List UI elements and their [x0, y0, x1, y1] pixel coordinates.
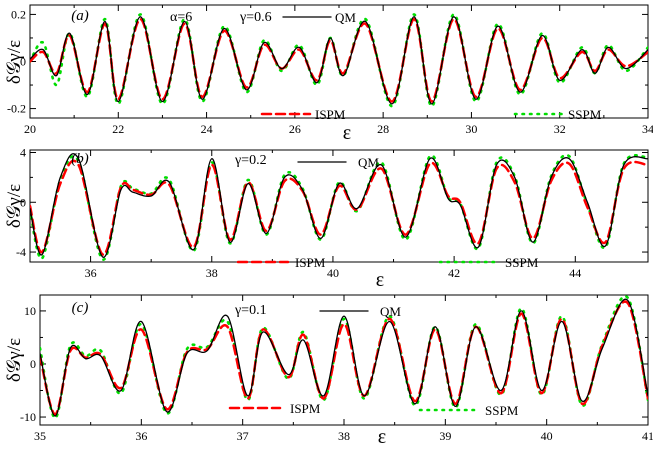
panel-label: (a) — [71, 8, 89, 24]
panel-1: 20 22 24 26 28 30 32 34 -0.2 0 0.2 QM ISPM SSPM α=6 γ=0… — [4, 4, 653, 144]
x-tick-label: 38 — [206, 266, 218, 280]
panel-3: 35 36 37 38 39 40 41 -10 0 10 QM ISPM SSPM γ=0.1 (c) ε δ… — [4, 294, 653, 448]
legend-label-sspm: SSPM — [568, 107, 602, 122]
panel-label: (b) — [71, 151, 89, 167]
y-tick-label: -10 — [20, 410, 36, 424]
x-tick-label: 42 — [448, 266, 460, 280]
y-axis-label: δ𝒢γ/ε — [4, 40, 25, 84]
x-tick-label: 32 — [554, 122, 566, 136]
x-tick-label: 35 — [34, 429, 46, 443]
x-axis-label: ε — [376, 269, 384, 291]
legend-label-qm: QM — [380, 304, 401, 319]
y-tick-label: 0 — [20, 195, 26, 209]
legend-label-qm: QM — [358, 155, 379, 170]
x-tick-label: 24 — [201, 122, 213, 136]
y-tick-label: -4 — [16, 245, 26, 259]
annotation: α=6 — [170, 10, 192, 25]
series-line-sspm — [30, 153, 648, 261]
annotation: γ=0.1 — [234, 303, 267, 318]
panel-2: 36 38 40 42 44 -4 0 4 QM ISPM SSPM γ=0.2 (b) ε δ𝒢γ/ε — [4, 145, 649, 291]
x-tick-label: 36 — [135, 429, 147, 443]
x-tick-label: 41 — [642, 429, 653, 443]
y-tick-label: 0.2 — [11, 7, 26, 21]
y-axis-label: δ𝒢γ/ε — [4, 184, 25, 228]
series-line-qm — [30, 153, 648, 258]
x-tick-label: 38 — [338, 429, 350, 443]
x-tick-label: 36 — [85, 266, 97, 280]
x-axis-label: ε — [343, 122, 351, 144]
x-tick-label: 26 — [289, 122, 301, 136]
legend-label-qm: QM — [335, 10, 356, 25]
x-tick-label: 44 — [569, 266, 581, 280]
x-tick-label: 28 — [377, 122, 389, 136]
legend-label-ispm: ISPM — [315, 107, 346, 122]
y-tick-label: 0 — [20, 55, 26, 69]
series-line-ispm — [30, 159, 648, 256]
y-tick-label: 4 — [20, 145, 26, 159]
x-tick-label: 22 — [112, 122, 124, 136]
annotation: γ=0.6 — [239, 10, 272, 25]
annotation: γ=0.2 — [234, 153, 267, 168]
x-tick-label: 37 — [237, 429, 249, 443]
y-tick-label: 0 — [30, 357, 36, 371]
x-tick-label: 40 — [541, 429, 553, 443]
legend-label-ispm: ISPM — [295, 255, 326, 270]
y-axis-label: δ𝒢γ/ε — [4, 338, 25, 382]
legend-label-sspm: SSPM — [505, 255, 539, 270]
x-tick-label: 20 — [24, 122, 36, 136]
series-line-qm — [40, 298, 648, 417]
legend-label-sspm: SSPM — [485, 403, 519, 418]
x-axis-label: ε — [378, 426, 386, 448]
y-tick-label: 10 — [24, 304, 36, 318]
x-tick-label: 39 — [439, 429, 451, 443]
x-tick-label: 30 — [465, 122, 477, 136]
series-line-qm — [30, 16, 648, 105]
x-tick-label: 40 — [327, 266, 339, 280]
x-tick-label: 34 — [642, 122, 653, 136]
y-tick-label: -0.2 — [7, 102, 26, 116]
panel-label: (c) — [72, 300, 89, 316]
legend-label-ispm: ISPM — [290, 401, 321, 416]
